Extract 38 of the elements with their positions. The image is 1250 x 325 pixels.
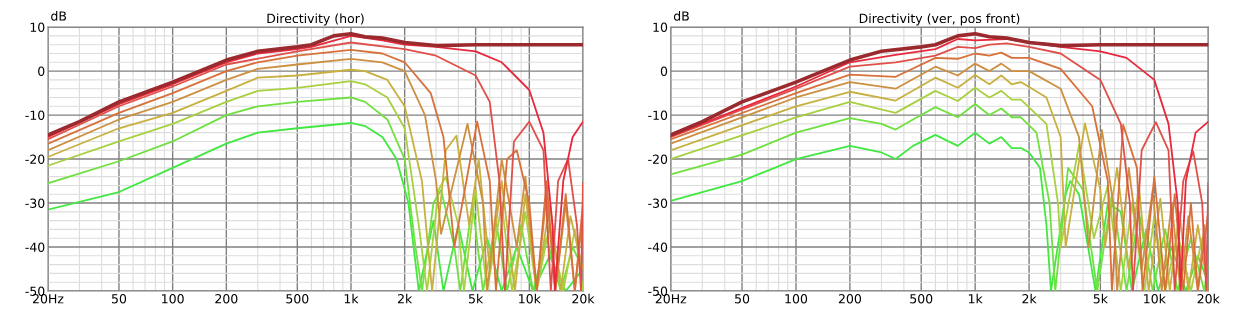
x-tick-label: 1k <box>344 293 359 304</box>
x-tick-label: 5k <box>469 293 484 304</box>
chart-title: Directivity (ver, pos front) <box>859 13 1020 26</box>
y-tick-label: 0 <box>38 66 45 77</box>
y-tick-label: -10 <box>648 110 668 120</box>
x-tick-label: 20Hz <box>655 294 687 304</box>
y-tick-label: -10 <box>25 110 45 120</box>
y-tick-label: -40 <box>648 242 668 252</box>
y-tick-label: -20 <box>25 154 45 164</box>
y-tick-label: -50 <box>648 286 668 296</box>
y-tick-label: 10 <box>653 22 668 33</box>
x-tick-label: 20k <box>572 293 595 304</box>
y-tick-label: -30 <box>648 198 668 208</box>
x-tick-label: 20Hz <box>32 294 64 304</box>
chart-title: Directivity (hor) <box>267 13 364 26</box>
x-tick-label: 200 <box>215 294 238 304</box>
y-tick-label: -30 <box>25 198 45 208</box>
x-tick-label: 50 <box>735 294 750 304</box>
x-tick-label: 10k <box>1144 293 1166 304</box>
x-tick-label: 1k <box>968 293 983 304</box>
x-tick-label: 50 <box>111 294 127 304</box>
x-tick-label: 100 <box>162 294 184 304</box>
x-tick-label: 100 <box>785 294 808 304</box>
x-tick-label: 10k <box>519 293 541 304</box>
x-tick-label: 20k <box>1197 293 1220 304</box>
y-tick-label: 0 <box>660 66 668 77</box>
x-tick-label: 5k <box>1093 293 1108 304</box>
y-tick-label: 10 <box>30 22 45 33</box>
x-tick-label: 2k <box>397 293 413 304</box>
y-axis-title: dB <box>673 11 689 21</box>
x-tick-label: 500 <box>286 294 309 304</box>
x-tick-label: 500 <box>910 294 933 304</box>
y-tick-label: -20 <box>648 154 668 164</box>
x-tick-label: 200 <box>838 294 862 304</box>
y-tick-label: -50 <box>25 286 45 296</box>
y-axis-title: dB <box>51 11 67 21</box>
x-tick-label: 2k <box>1022 293 1037 304</box>
y-tick-label: -40 <box>25 242 45 252</box>
